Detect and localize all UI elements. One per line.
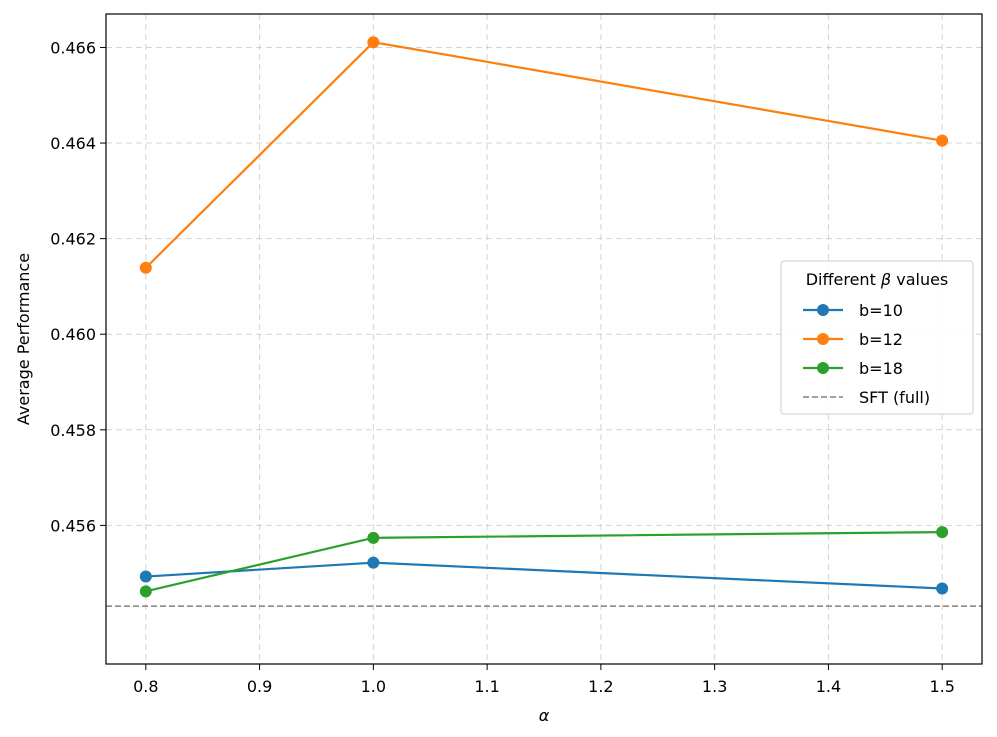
data-point-b=18 xyxy=(936,526,949,539)
legend-item-label: b=10 xyxy=(859,301,903,320)
y-tick-label: 0.466 xyxy=(50,38,96,57)
y-axis: 0.456 0.458 0.460 0.462 0.464 0.466 xyxy=(50,38,106,535)
plot-frame xyxy=(105,13,983,665)
data-point-b=12 xyxy=(936,134,949,147)
y-tick-label: 0.460 xyxy=(50,325,96,344)
data-point-b=12 xyxy=(367,36,380,49)
legend-box xyxy=(780,260,974,415)
data-point-b=10 xyxy=(139,570,152,583)
y-axis-title: Average Performance xyxy=(14,253,33,425)
legend-title: Different β values xyxy=(806,270,949,289)
x-tick-label: 0.8 xyxy=(133,677,158,696)
x-tick-label: 1.4 xyxy=(816,677,841,696)
legend-title-prefix: Different xyxy=(806,270,881,289)
x-tick-label: 1.3 xyxy=(702,677,727,696)
x-tick-label: 1.1 xyxy=(474,677,499,696)
x-tick-label: 1.2 xyxy=(588,677,613,696)
y-tick-label: 0.462 xyxy=(50,230,96,249)
y-tick-label: 0.456 xyxy=(50,516,96,535)
x-axis: 0.8 0.9 1.0 1.1 1.2 1.3 1.4 1.5 xyxy=(133,664,955,696)
legend-item-label: b=18 xyxy=(859,359,903,378)
data-point-b=10 xyxy=(367,556,380,569)
legend-swatch-marker xyxy=(817,362,829,374)
data-point-b=18 xyxy=(139,585,152,598)
legend-item-label: b=12 xyxy=(859,330,903,349)
legend-swatch-marker xyxy=(817,333,829,345)
legend-title-suffix: values xyxy=(891,270,948,289)
x-tick-label: 0.9 xyxy=(247,677,272,696)
legend: Different β values b=10 b=12 b=18 SFT (full… xyxy=(780,260,974,415)
series-group xyxy=(139,36,949,598)
data-point-b=12 xyxy=(139,261,152,274)
legend-swatch-marker xyxy=(817,304,829,316)
x-tick-label: 1.0 xyxy=(361,677,386,696)
y-tick-label: 0.464 xyxy=(50,134,96,153)
y-tick-label: 0.458 xyxy=(50,421,96,440)
data-point-b=10 xyxy=(936,582,949,595)
data-point-b=18 xyxy=(367,531,380,544)
x-axis-title: α xyxy=(539,706,550,725)
legend-title-symbol: β xyxy=(880,270,891,289)
legend-items: b=10 b=12 b=18 SFT (full) xyxy=(803,301,930,407)
x-tick-label: 1.5 xyxy=(929,677,954,696)
legend-item-label: SFT (full) xyxy=(859,388,930,407)
